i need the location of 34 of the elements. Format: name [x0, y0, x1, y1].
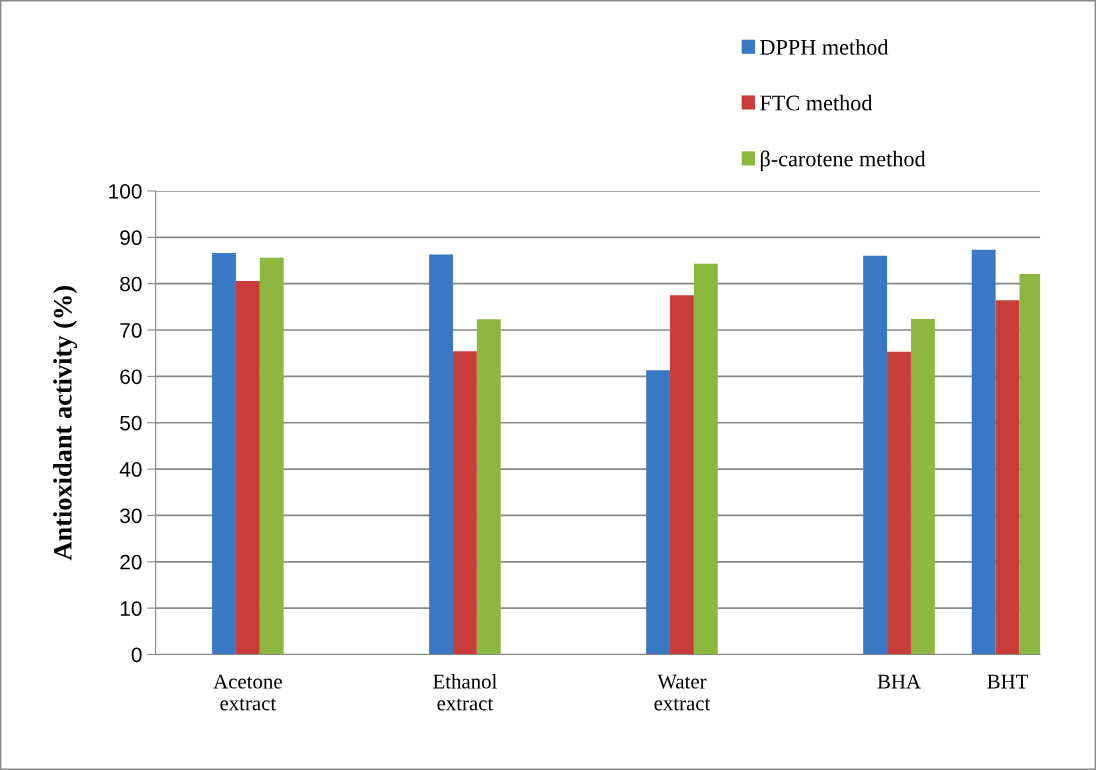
bar: [863, 255, 888, 655]
x-tick-label: Acetone extract: [213, 674, 282, 711]
bar: [476, 319, 501, 655]
y-tick-label: 30: [120, 508, 142, 524]
x-tick-label: Water extract: [654, 674, 711, 711]
x-tick-label: Ethanol extract: [433, 673, 497, 711]
y-tick-label: 90: [120, 230, 142, 246]
bar: [646, 370, 671, 655]
bar: [452, 351, 477, 655]
bar: [259, 257, 284, 655]
y-tick-label: 60: [120, 369, 142, 385]
x-tick-label: BHT: [987, 674, 1029, 689]
legend-label: DPPH method: [760, 39, 889, 55]
y-tick-label: 10: [120, 601, 142, 616]
y-tick-label: 50: [120, 415, 142, 431]
y-tick-label: 20: [120, 554, 142, 570]
y-tick-label: 0: [131, 647, 142, 663]
bar: [693, 263, 718, 655]
bar: [235, 280, 260, 655]
bar: [887, 351, 911, 655]
bar: [910, 318, 935, 655]
bar: [971, 249, 996, 655]
legend-label: FTC method: [760, 94, 873, 111]
legend-label: β-carotene method: [760, 150, 926, 171]
y-tick-label: 80: [120, 276, 142, 292]
bar: [212, 253, 236, 655]
bar: [429, 254, 453, 655]
bar: [670, 295, 694, 655]
x-tick-label: BHA: [877, 674, 921, 689]
y-tick-label: 40: [119, 462, 142, 477]
y-tick-label: 100: [109, 183, 142, 199]
y-tick-label: 70: [120, 323, 142, 338]
y-axis-title: Antioxidant activity (%): [53, 286, 78, 561]
bar: [995, 300, 1020, 655]
